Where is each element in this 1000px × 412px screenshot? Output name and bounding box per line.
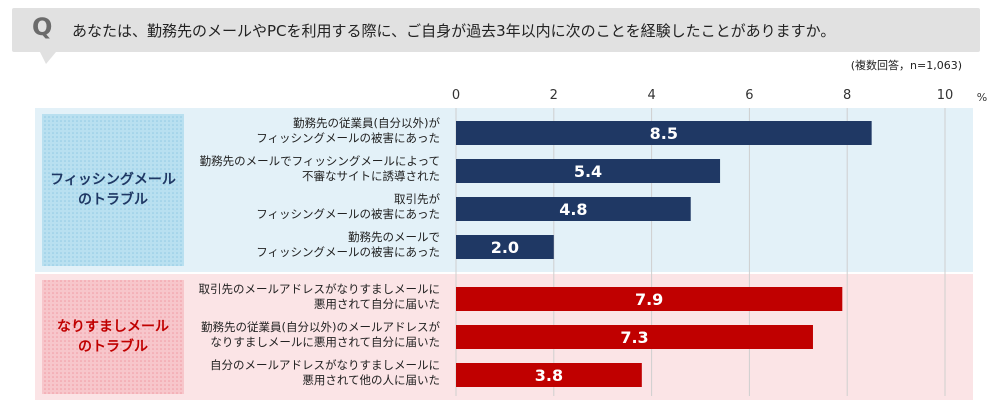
x-tick-label: 2 xyxy=(550,88,558,103)
bar-category-label: 自分のメールアドレスがなりすましメールに xyxy=(210,358,440,372)
bar-category-label: フィッシングメールの被害にあった xyxy=(256,207,440,221)
x-tick-label: 4 xyxy=(647,88,655,103)
bar-category-label: 不審なサイトに誘導された xyxy=(302,169,440,183)
bar-category-label: 勤務先のメールでフィッシングメールによって xyxy=(200,154,440,168)
bar xyxy=(456,159,721,183)
bar xyxy=(456,363,642,387)
bar-value-label: 5.4 xyxy=(574,162,602,181)
bar-category-label: なりすましメールに悪用されて自分に届いた xyxy=(210,335,440,349)
sample-note: (複数回答，n=1,063) xyxy=(850,59,962,72)
bar-value-label: 8.5 xyxy=(650,124,678,143)
category-box-texture xyxy=(42,280,184,394)
x-tick-label: 0 xyxy=(452,88,460,103)
category-label-line: のトラブル xyxy=(78,339,148,355)
bar-category-label: フィッシングメールの被害にあった xyxy=(256,245,440,259)
bar xyxy=(456,235,554,259)
bar-value-label: 3.8 xyxy=(535,366,563,385)
bar-category-label: 悪用されて他の人に届いた xyxy=(302,373,440,387)
category-box-texture xyxy=(42,114,184,266)
bar-category-label: 取引先が xyxy=(394,192,440,206)
bar-value-label: 7.3 xyxy=(620,328,648,347)
x-tick-label: 6 xyxy=(745,88,753,103)
question-banner-tail xyxy=(40,52,56,64)
question-text: あなたは、勤務先のメールやPCを利用する際に、ご自身が過去3年以内に次のことを経… xyxy=(72,22,836,40)
category-label-line: なりすましメール xyxy=(57,319,169,335)
bar xyxy=(456,325,813,349)
question-letter: Q xyxy=(32,13,53,41)
bar-category-label: 悪用されて自分に届いた xyxy=(314,297,440,311)
bar-category-label: 勤務先の従業員(自分以外)が xyxy=(293,116,440,130)
bar-value-label: 2.0 xyxy=(491,238,519,257)
bar-category-label: 取引先のメールアドレスがなりすましメールに xyxy=(199,282,441,296)
bar-category-label: 勤務先の従業員(自分以外)のメールアドレスが xyxy=(201,320,440,334)
category-label-line: フィッシングメール xyxy=(50,172,176,188)
question-banner xyxy=(12,8,980,52)
bar xyxy=(456,287,843,311)
x-axis-unit: % xyxy=(977,91,987,104)
bar-category-label: フィッシングメールの被害にあった xyxy=(256,131,440,145)
category-label-line: のトラブル xyxy=(78,192,148,208)
bar-value-label: 7.9 xyxy=(635,290,663,309)
bar xyxy=(456,197,691,221)
x-tick-label: 10 xyxy=(937,88,954,103)
category-label: フィッシングメール のトラブル xyxy=(42,170,184,210)
x-tick-label: 8 xyxy=(843,88,851,103)
bar xyxy=(456,121,872,145)
category-label: なりすましメール のトラブル xyxy=(42,317,184,357)
bar-category-label: 勤務先のメールで xyxy=(348,230,440,244)
bar-value-label: 4.8 xyxy=(559,200,587,219)
